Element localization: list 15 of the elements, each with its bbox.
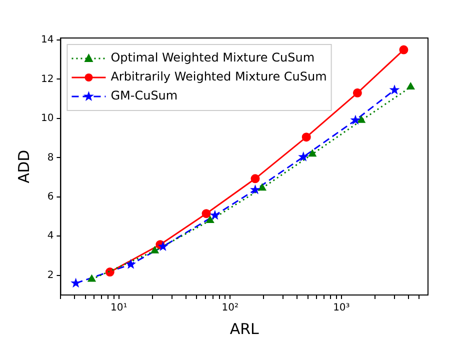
y-tick-label: 12: [40, 74, 54, 85]
y-tick-label: 6: [47, 192, 54, 202]
y-tick-label: 14: [40, 34, 54, 46]
y-tick-label: 2: [47, 270, 54, 281]
legend-label: GM-CuSum: [110, 88, 178, 103]
y-tick-label: 10: [40, 113, 54, 124]
x-tick-label: 10²: [222, 302, 239, 314]
legend-label: Optimal Weighted Mixture CuSum: [110, 50, 315, 65]
y-tick-label: 8: [47, 152, 54, 164]
x-tick-label: 10¹: [110, 302, 128, 314]
legend-label: Arbitrarily Weighted Mixture CuSum: [110, 70, 327, 84]
y-axis-title: ADD: [14, 150, 33, 184]
x-axis-title: ARL: [230, 320, 260, 338]
x-tick-label: 10³: [333, 302, 350, 314]
y-tick-label: 4: [47, 230, 54, 242]
